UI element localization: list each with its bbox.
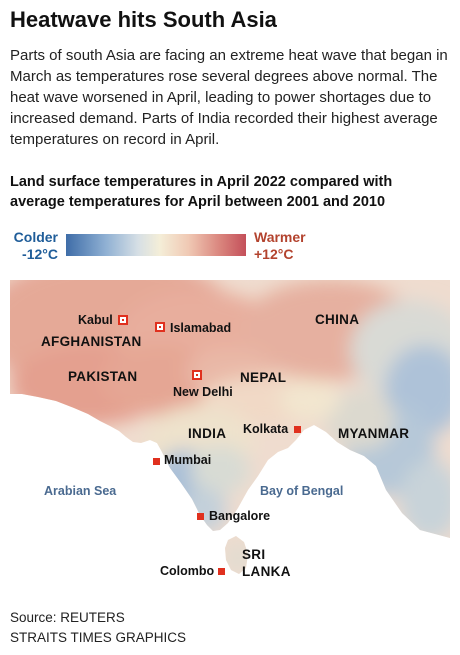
legend-warmer-label: Warmer (254, 229, 306, 245)
country-label-pakistan: PAKISTAN (68, 369, 138, 384)
intro-paragraph: Parts of south Asia are facing an extrem… (10, 47, 448, 148)
country-label-china: CHINA (315, 312, 360, 327)
city-label-islamabad: Islamabad (170, 321, 232, 335)
city-label-colombo: Colombo (160, 564, 215, 578)
country-label-afghanistan: AFGHANISTAN (41, 334, 142, 349)
city-label-bangalore: Bangalore (209, 509, 271, 523)
kolkata-marker (294, 426, 301, 433)
source-line: Source: REUTERS (10, 610, 125, 625)
sea-label-bay-of-bengal: Bay of Bengal (260, 484, 344, 498)
legend-color-scale (66, 234, 246, 256)
colombo-marker (218, 568, 225, 575)
chart-title: Land surface temperatures in April 2022 … (10, 174, 393, 210)
country-label-myanmar: MYANMAR (338, 426, 410, 441)
bangalore-marker (197, 513, 204, 520)
temperature-anomaly-map: Kabul Islamabad AFGHANISTAN CHINA PAKIST… (10, 280, 450, 591)
legend-colder-value: -12°C (22, 246, 58, 262)
city-label-kolkata: Kolkata (243, 422, 289, 436)
islamabad-marker (155, 322, 165, 332)
credit-line: STRAITS TIMES GRAPHICS (10, 630, 187, 645)
new-delhi-marker (192, 370, 202, 380)
city-label-kabul: Kabul (78, 313, 113, 327)
country-label-nepal: NEPAL (240, 370, 287, 385)
sea-label-arabian-sea: Arabian Sea (44, 484, 117, 498)
country-label-india: INDIA (188, 426, 227, 441)
city-label-new-delhi: New Delhi (173, 385, 233, 399)
country-label-sri-lanka-line2: LANKA (242, 564, 291, 579)
headline: Heatwave hits South Asia (10, 7, 277, 32)
kabul-marker (118, 315, 128, 325)
country-label-sri-lanka-line1: SRI (242, 547, 266, 562)
city-label-mumbai: Mumbai (164, 453, 212, 467)
legend-warmer-value: +12°C (254, 246, 294, 262)
mumbai-marker (153, 458, 160, 465)
legend-colder-label: Colder (13, 229, 58, 245)
map-graphic (10, 280, 450, 591)
